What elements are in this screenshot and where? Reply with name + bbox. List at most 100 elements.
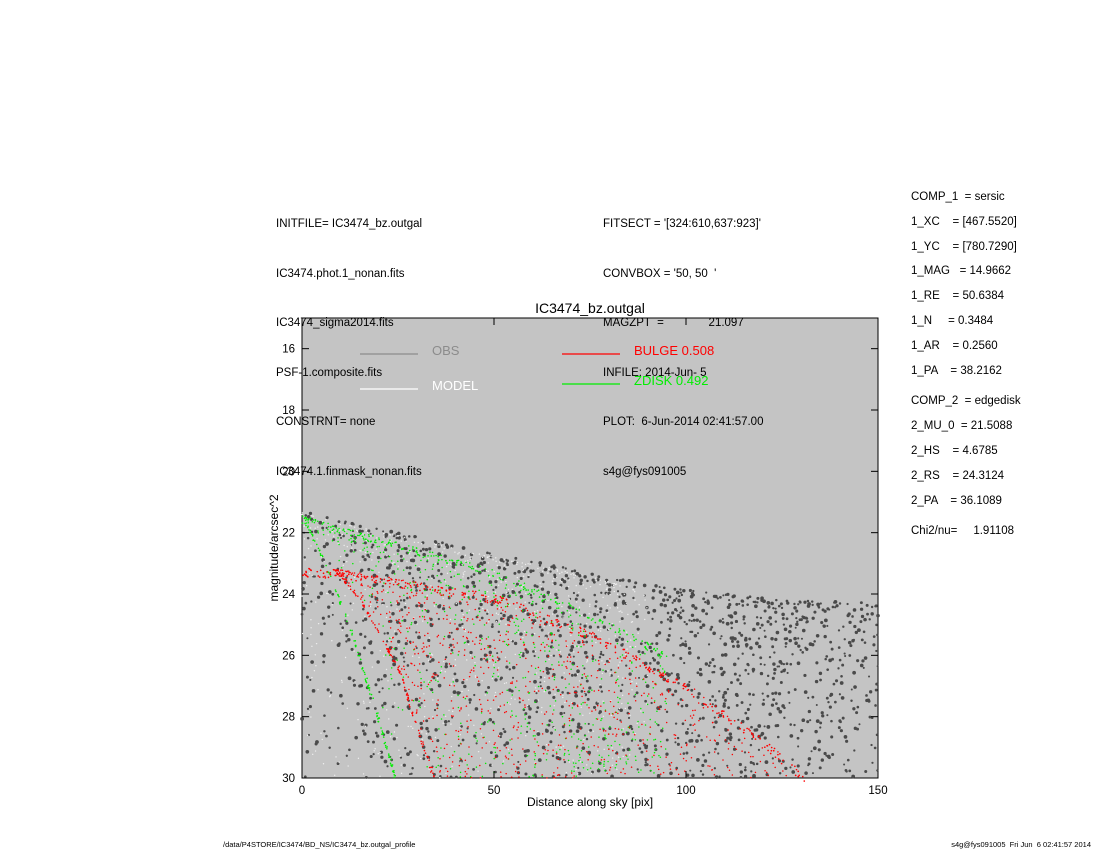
zdisk-point xyxy=(453,750,456,753)
zdisk-point xyxy=(629,749,631,751)
obs-point xyxy=(685,703,689,708)
obs-point xyxy=(801,628,806,633)
bulge-point xyxy=(635,656,638,659)
obs-point xyxy=(734,619,739,624)
bulge-point xyxy=(448,606,451,608)
obs-point xyxy=(421,662,425,666)
zdisk-point xyxy=(391,764,394,766)
obs-point xyxy=(688,619,691,622)
zdisk-point xyxy=(352,529,354,531)
bulge-point xyxy=(405,637,407,639)
obs-point xyxy=(696,695,700,699)
model-point xyxy=(434,546,436,548)
model-point xyxy=(439,776,441,779)
model-point xyxy=(454,664,457,667)
obs-point xyxy=(868,675,871,678)
obs-point xyxy=(875,682,879,686)
obs-point xyxy=(723,653,728,657)
zdisk-point xyxy=(580,739,582,742)
obs-point xyxy=(688,739,692,743)
zdisk-point xyxy=(605,737,607,740)
obs-point xyxy=(780,606,784,610)
model-point xyxy=(599,583,601,586)
obs-point xyxy=(827,700,830,704)
model-point xyxy=(317,688,319,691)
obs-point xyxy=(514,556,518,560)
bulge-point xyxy=(445,733,447,736)
bulge-point xyxy=(354,593,357,595)
model-point xyxy=(398,749,400,751)
bulge-point xyxy=(377,631,380,633)
zdisk-point xyxy=(390,677,393,680)
zdisk-point xyxy=(359,658,362,661)
zdisk-point xyxy=(351,634,353,636)
bulge-point xyxy=(647,668,649,671)
zdisk-point xyxy=(547,645,550,647)
bulge-point xyxy=(425,646,428,648)
model-point xyxy=(644,599,646,601)
zdisk-point xyxy=(385,543,388,546)
bulge-point xyxy=(507,624,509,626)
zdisk-point xyxy=(468,590,470,592)
obs-point xyxy=(756,596,760,600)
zdisk-point xyxy=(541,775,543,778)
bulge-point xyxy=(529,613,531,616)
obs-point xyxy=(807,709,812,714)
obs-point xyxy=(748,595,752,599)
model-point xyxy=(526,704,529,707)
bulge-point xyxy=(392,583,395,586)
model-point xyxy=(614,635,616,637)
obs-point xyxy=(744,711,748,715)
zdisk-point xyxy=(552,646,554,649)
obs-point xyxy=(397,639,401,644)
obs-point xyxy=(730,621,734,625)
bulge-point xyxy=(418,631,420,634)
bulge-point xyxy=(707,765,709,767)
model-point xyxy=(454,569,456,572)
obs-point xyxy=(676,742,680,746)
model-point xyxy=(540,602,543,605)
zdisk-point xyxy=(481,637,483,640)
model-point xyxy=(624,707,627,710)
model-point xyxy=(395,602,398,605)
model-point xyxy=(553,577,555,580)
param-row: 2_RS = 24.3124 xyxy=(911,469,1005,482)
bulge-point xyxy=(371,575,373,577)
model-point xyxy=(308,711,310,713)
bulge-point xyxy=(532,612,534,614)
obs-point xyxy=(618,636,621,639)
obs-point xyxy=(815,634,820,638)
obs-point xyxy=(552,654,556,657)
obs-point xyxy=(306,515,311,519)
obs-point xyxy=(576,594,579,597)
obs-point xyxy=(384,555,388,559)
obs-point xyxy=(713,716,716,719)
obs-point xyxy=(705,591,708,594)
bulge-point xyxy=(480,703,482,706)
zdisk-point xyxy=(410,621,413,624)
obs-point xyxy=(363,635,367,638)
bulge-point xyxy=(566,660,569,662)
obs-point xyxy=(621,578,625,582)
bulge-point xyxy=(511,738,513,740)
bulge-point xyxy=(691,693,693,696)
bulge-point xyxy=(713,774,716,776)
bulge-point xyxy=(507,638,510,641)
zdisk-point xyxy=(372,569,374,572)
zdisk-point xyxy=(584,734,587,737)
obs-point xyxy=(534,602,538,606)
bulge-point xyxy=(520,610,523,612)
bulge-point xyxy=(346,570,349,572)
zdisk-point xyxy=(555,639,557,642)
bulge-point xyxy=(591,636,593,638)
zdisk-point xyxy=(545,759,548,761)
zdisk-point xyxy=(518,653,521,656)
obs-point xyxy=(372,753,375,756)
model-point xyxy=(327,592,329,595)
zdisk-point xyxy=(357,654,359,657)
obs-point xyxy=(393,683,396,687)
model-point xyxy=(588,613,590,615)
model-point xyxy=(497,584,500,586)
obs-point xyxy=(693,634,698,638)
obs-point xyxy=(782,623,786,626)
